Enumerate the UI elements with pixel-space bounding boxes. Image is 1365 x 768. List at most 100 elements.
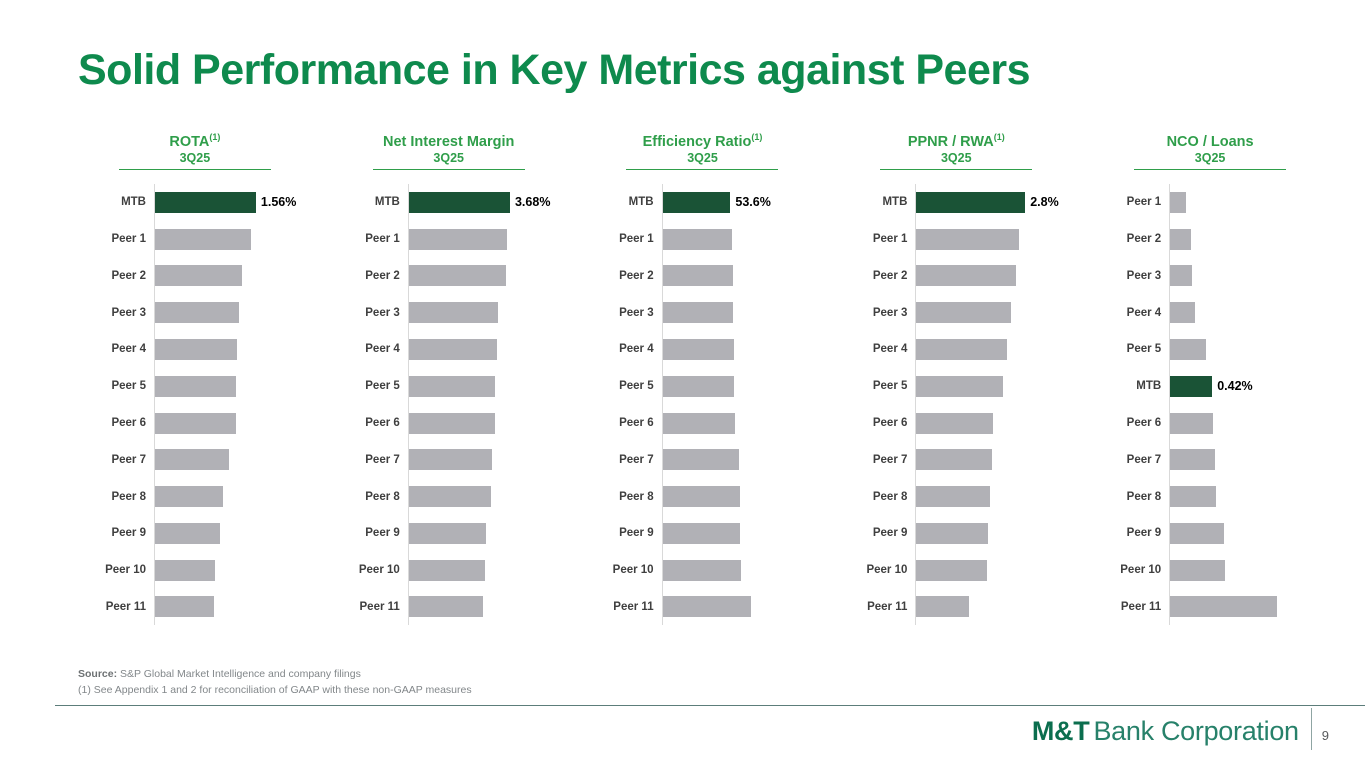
source-label: Source: [78,668,118,680]
peer-bar [1170,449,1216,471]
bar-zone [1169,183,1337,221]
bar-zone [915,515,1083,552]
chart-net-interest-margin: Net Interest Margin 3Q25 MTB 3.68% Peer 1 P… [322,132,576,626]
peer-bar [662,375,735,397]
chart-title: Net Interest Margin [383,133,515,150]
chart-row: Peer 3 [576,294,830,332]
chart-row: Peer 7 [68,441,322,479]
row-label: Peer 9 [1126,527,1162,540]
chart-row: Peer 7 [1083,441,1337,479]
bar-zone [154,331,322,368]
chart-row: Peer 8 [1083,478,1337,515]
bar-zone [915,478,1083,515]
row-label: Peer 7 [872,453,908,466]
row-label: Peer 8 [111,490,146,503]
chart-row: Peer 10 [829,551,1083,589]
peer-bar [408,228,507,250]
bar-zone [1169,515,1337,552]
value-label: 53.6% [735,195,771,210]
row-label: Peer 11 [1120,600,1162,613]
logo-page-divider [1310,708,1312,750]
row-label: Peer 10 [358,564,400,577]
bar-zone [154,220,322,258]
header-underline [118,168,271,170]
row-label: Peer 7 [365,453,400,466]
row-label: Peer 8 [872,490,908,503]
bar-zone [407,220,576,258]
bar-zone [407,257,576,295]
chart-row: Peer 8 [322,478,576,515]
peer-bar [408,302,499,324]
row-label: Peer 8 [619,490,654,503]
row-label: Peer 9 [619,527,654,540]
peer-bar [155,338,238,360]
row-label: Peer 4 [111,343,146,356]
value-label: 1.56% [260,195,297,210]
page-number: 9 [1321,727,1329,743]
peer-bar [408,375,496,397]
chart-row: Peer 10 [322,551,576,589]
chart-row: Peer 5 [1083,331,1337,368]
bar-zone [661,404,830,442]
chart-row: Peer 6 [576,404,830,442]
chart-title: PPNR / RWA(1) [907,132,1005,150]
peer-bar [916,596,970,618]
peer-bar [662,486,741,508]
peer-bar [916,449,993,471]
chart-row: Peer 3 [322,294,576,332]
chart-nco-loans: NCO / Loans 3Q25 Peer 1 Peer 2 Peer 3 Peer … [1083,132,1337,626]
chart-row: Peer 7 [829,441,1083,479]
chart-title: NCO / Loans [1166,133,1254,150]
chart-row: MTB 0.42% [1083,367,1337,405]
bar-zone [407,331,576,368]
row-label: Peer 11 [359,600,400,613]
row-label: MTB [1136,380,1162,393]
bar-zone [661,331,830,368]
mtb-bar [155,191,256,213]
peer-bar [916,522,989,544]
chart-row: Peer 11 [829,588,1083,626]
mtb-bar [1170,375,1213,397]
peer-bar [662,228,733,250]
chart-row: Peer 4 [576,331,830,368]
chart-row: Peer 1 [829,220,1083,258]
chart-efficiency-ratio: Efficiency Ratio(1) 3Q25 MTB 53.6% Peer 1 P… [576,132,830,626]
bar-zone [1169,257,1337,295]
bar-zone [154,404,322,442]
peer-bar [408,559,486,581]
bar-zone [661,220,830,258]
chart-row: Peer 9 [576,515,830,552]
peer-bar [1170,228,1192,250]
row-label: Peer 1 [1126,196,1162,209]
row-label: Peer 6 [1126,417,1162,429]
row-label: Peer 4 [1126,306,1162,319]
row-label: MTB [121,196,146,209]
peer-bar [155,559,216,581]
row-label: Peer 2 [1126,233,1162,246]
row-label: Peer 2 [872,269,908,282]
row-label: MTB [374,196,400,209]
peer-bar [1170,522,1225,544]
chart-row: Peer 11 [1083,588,1337,626]
logo-mt: M&T [1031,715,1090,746]
peer-bar [155,449,229,471]
chart-row: Peer 6 [829,404,1083,442]
row-label: Peer 9 [365,527,400,540]
chart-row: Peer 8 [576,478,830,515]
bar-zone [154,257,322,295]
row-label: Peer 9 [872,527,908,540]
header-underline [626,168,779,170]
bar-zone [915,367,1083,405]
bar-zone [915,220,1083,258]
chart-subtitle: 3Q25 [940,150,972,165]
row-label: Peer 10 [866,564,908,577]
chart-row: Peer 10 [68,551,322,589]
chart-row: Peer 9 [322,515,576,552]
chart-ppnr-rwa: PPNR / RWA(1) 3Q25 MTB 2.8% Peer 1 Peer 2 Pe… [829,132,1083,626]
bar-zone [1169,441,1337,479]
peer-bar [155,412,236,434]
row-label: Peer 3 [619,306,654,319]
row-label: Peer 1 [111,233,146,246]
bar-rows: MTB 2.8% Peer 1 Peer 2 Peer 3 Peer 4 Peer 5 Pee… [829,183,1083,626]
row-label: Peer 11 [867,600,908,613]
